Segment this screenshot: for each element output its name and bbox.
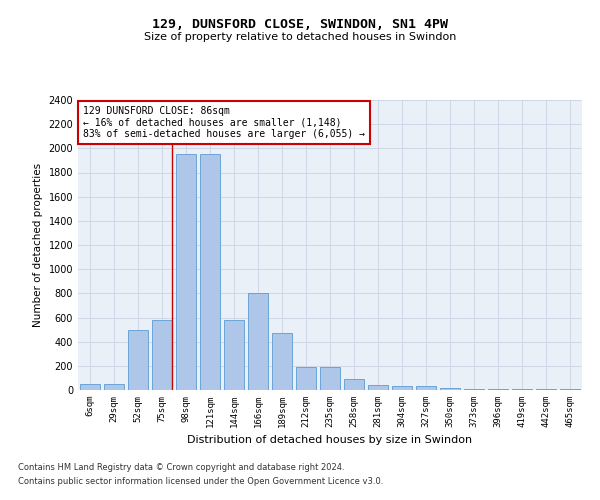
Bar [152, 320, 172, 390]
Bar [104, 384, 124, 390]
Text: 129, DUNSFORD CLOSE, SWINDON, SN1 4PW: 129, DUNSFORD CLOSE, SWINDON, SN1 4PW [152, 18, 448, 30]
Bar [248, 294, 268, 390]
Bar [392, 386, 412, 390]
X-axis label: Distribution of detached houses by size in Swindon: Distribution of detached houses by size … [187, 436, 473, 446]
Text: Contains public sector information licensed under the Open Government Licence v3: Contains public sector information licen… [18, 478, 383, 486]
Bar [344, 379, 364, 390]
Bar [416, 386, 436, 390]
Bar [440, 388, 460, 390]
Bar [176, 154, 196, 390]
Bar [296, 367, 316, 390]
Text: 129 DUNSFORD CLOSE: 86sqm
← 16% of detached houses are smaller (1,148)
83% of se: 129 DUNSFORD CLOSE: 86sqm ← 16% of detac… [83, 106, 365, 139]
Bar [368, 385, 388, 390]
Bar [200, 154, 220, 390]
Y-axis label: Number of detached properties: Number of detached properties [33, 163, 43, 327]
Bar [320, 367, 340, 390]
Bar [128, 330, 148, 390]
Text: Contains HM Land Registry data © Crown copyright and database right 2024.: Contains HM Land Registry data © Crown c… [18, 462, 344, 471]
Text: Size of property relative to detached houses in Swindon: Size of property relative to detached ho… [144, 32, 456, 42]
Bar [224, 320, 244, 390]
Bar [272, 333, 292, 390]
Bar [80, 384, 100, 390]
